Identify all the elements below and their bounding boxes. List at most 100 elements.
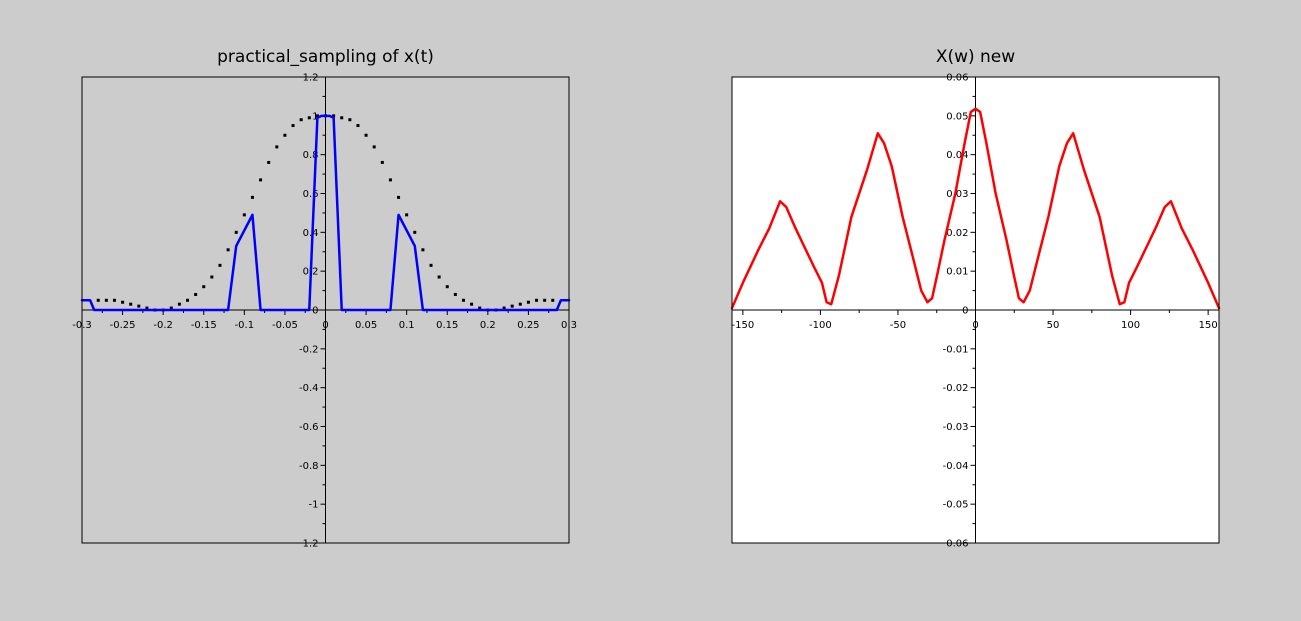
x-tick-label: 0.15 <box>436 320 458 331</box>
data-point <box>543 298 547 302</box>
y-tick-label: 1.2 <box>303 539 319 550</box>
y-tick-label: -0.03 <box>943 422 969 433</box>
data-point <box>177 302 181 306</box>
x-tick-label: -0.15 <box>191 320 217 331</box>
data-point <box>356 124 360 128</box>
series-line-0 <box>730 107 1221 310</box>
data-point <box>332 114 336 118</box>
x-tick-label: 0.2 <box>480 320 496 331</box>
data-point <box>291 124 295 128</box>
x-tick-label: 0.1 <box>399 320 415 331</box>
x-tick-label: -0.2 <box>153 320 173 331</box>
data-point <box>388 178 392 182</box>
chart-x-of-w-new: X(w) new -150 -100 -50 0 50 100 150 0.06 -0.05 -0… <box>730 47 1221 550</box>
data-point <box>518 302 522 306</box>
y-tick-label: -0.02 <box>943 383 969 394</box>
data-point <box>453 292 457 296</box>
chart-title-1: X(w) new <box>936 47 1015 67</box>
data-point <box>250 195 254 199</box>
data-point <box>194 292 198 296</box>
x-tick-label: -0.1 <box>235 320 255 331</box>
data-point <box>372 145 376 149</box>
data-point <box>259 178 263 182</box>
data-point <box>470 302 474 306</box>
data-point <box>145 306 149 310</box>
data-point <box>112 298 116 302</box>
x-tick-label: 150 <box>1199 320 1218 331</box>
data-point <box>510 304 514 308</box>
x-tick-label: 0.05 <box>355 320 377 331</box>
series-line-1 <box>80 114 571 312</box>
data-point <box>275 145 279 149</box>
x-tick-label: 50 <box>1047 320 1060 331</box>
data-point <box>478 306 482 310</box>
y-tick-label: 0.8 <box>303 150 319 161</box>
data-point <box>96 298 100 302</box>
y-tick-label: 0 <box>962 306 968 317</box>
chart-practical-sampling: practical_sampling of x(t) -0.3 -0.25 -0.2… <box>72 47 577 550</box>
data-point <box>137 304 141 308</box>
chart-title-0: practical_sampling of x(t) <box>217 47 434 67</box>
data-point <box>340 116 344 120</box>
data-point <box>380 160 384 164</box>
y-tick-label: 0.06 <box>946 73 968 84</box>
data-point <box>283 133 287 137</box>
y-tick-label: 0.05 <box>946 111 968 122</box>
data-point <box>169 306 173 310</box>
data-point <box>104 298 108 302</box>
data-point <box>405 213 409 217</box>
plot-frame-1 <box>731 76 1220 544</box>
y-tick-label: 0.03 <box>946 189 968 200</box>
y-tick-label: -1 <box>309 500 319 511</box>
data-point <box>129 302 133 306</box>
y-tick-label: -0.2 <box>299 344 319 355</box>
x-tick-label: 100 <box>1121 320 1140 331</box>
y-tick-label: 0.6 <box>303 189 319 200</box>
data-point <box>535 298 539 302</box>
x-tick-label: -150 <box>732 320 755 331</box>
y-tick-label: 1 <box>312 111 318 122</box>
data-point <box>445 285 449 289</box>
data-point <box>413 230 417 234</box>
plot-frame-0 <box>81 76 570 544</box>
x-tick-label: 0 <box>322 320 328 331</box>
y-tick-label: -0.01 <box>943 344 969 355</box>
y-tick-label: 0.4 <box>303 228 319 239</box>
y-tick-label: 0.06 <box>946 539 968 550</box>
y-tick-label: 1.2 <box>303 73 319 84</box>
y-tick-label: 0.01 <box>946 267 968 278</box>
y-tick-label: 0 <box>312 306 318 317</box>
data-point <box>315 114 319 118</box>
x-tick-label: -0.05 <box>272 320 298 331</box>
x-tick-label: 0 <box>972 320 978 331</box>
data-point <box>242 213 246 217</box>
data-point <box>348 118 352 122</box>
data-point <box>421 248 425 252</box>
data-point <box>267 160 271 164</box>
x-tick-label: -0.25 <box>110 320 136 331</box>
x-tick-label: -100 <box>809 320 832 331</box>
data-point <box>218 263 222 267</box>
series-dotted <box>96 114 555 312</box>
y-tick-label: -0.4 <box>299 383 319 394</box>
data-point <box>121 300 125 304</box>
data-point <box>226 248 230 252</box>
data-point <box>307 116 311 120</box>
data-point <box>234 230 238 234</box>
data-point <box>437 275 441 279</box>
x-tick-label: 0.25 <box>517 320 539 331</box>
data-point <box>202 285 206 289</box>
data-point <box>551 298 555 302</box>
data-point <box>429 263 433 267</box>
data-point <box>502 306 506 310</box>
y-tick-label: -0.04 <box>943 461 969 472</box>
data-point <box>299 118 303 122</box>
y-tick-label: -0.05 <box>943 500 969 511</box>
data-point <box>364 133 368 137</box>
chart-1-marks: -150 -100 -50 0 50 100 150 0.06 -0.05 -0.04 -0.03 -… <box>730 73 1221 550</box>
data-point <box>186 298 190 302</box>
y-tick-label: 0.02 <box>946 228 968 239</box>
y-tick-label: 0.04 <box>946 150 968 161</box>
data-point <box>397 195 401 199</box>
